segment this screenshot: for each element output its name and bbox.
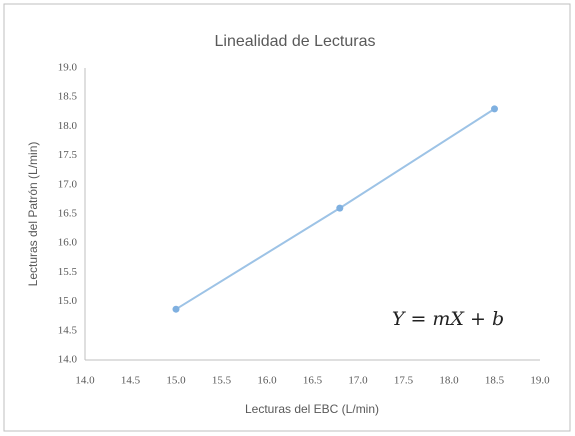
data-point xyxy=(491,105,498,113)
x-tick-label: 15.0 xyxy=(166,375,186,387)
y-tick-label: 19.0 xyxy=(58,62,78,74)
data-point xyxy=(336,204,344,212)
y-tick-label: 16.0 xyxy=(58,237,78,249)
y-tick-label: 18.5 xyxy=(58,91,78,103)
y-tick-label: 16.5 xyxy=(58,208,78,220)
x-tick-label: 19.0 xyxy=(530,375,550,387)
y-axis-title: Lecturas del Patrón (L/min) xyxy=(26,142,40,287)
chart-title: Linealidad de Lecturas xyxy=(214,33,375,50)
y-tick-label: 17.0 xyxy=(58,178,78,190)
x-tick-label: 16.0 xyxy=(257,375,277,387)
x-tick-label: 16.5 xyxy=(303,375,323,387)
y-tick-label: 17.5 xyxy=(58,149,78,161)
x-tick-label: 18.5 xyxy=(485,375,505,387)
x-tick-label: 18.0 xyxy=(439,375,459,387)
y-tick-label: 15.0 xyxy=(58,295,78,307)
x-tick-label: 17.5 xyxy=(394,375,414,387)
x-tick-label: 14.5 xyxy=(121,375,141,387)
x-tick-label: 14.0 xyxy=(75,375,95,387)
x-tick-label: 17.0 xyxy=(348,375,368,387)
y-tick-label: 15.5 xyxy=(58,266,78,278)
annotation: Y = mX + b xyxy=(392,308,504,330)
y-tick-label: 14.5 xyxy=(58,324,78,336)
x-axis-title: Lecturas del EBC (L/min) xyxy=(245,402,379,416)
y-tick-label: 18.0 xyxy=(58,120,78,132)
y-tick-label: 14.0 xyxy=(58,354,78,366)
data-point xyxy=(172,305,180,313)
x-tick-label: 15.5 xyxy=(212,375,232,387)
chart-frame xyxy=(3,3,571,432)
